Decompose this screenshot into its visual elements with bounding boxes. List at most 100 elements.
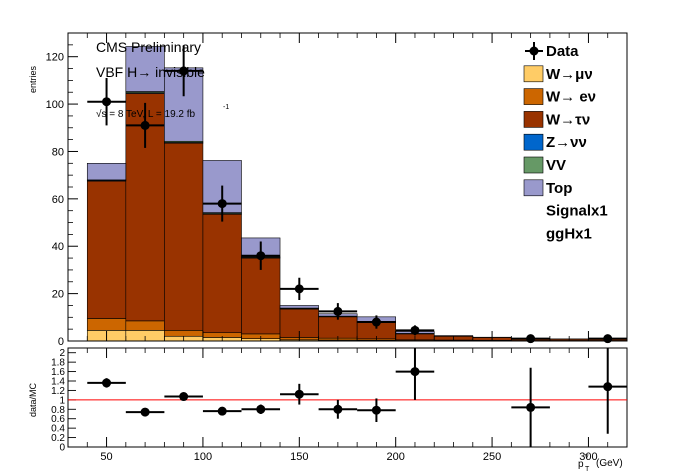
ratio-point-marker xyxy=(603,382,613,392)
legend-label: W→τν xyxy=(546,111,590,128)
ratio-point-marker xyxy=(256,404,266,414)
y-tick-label: 40 xyxy=(52,241,64,253)
ratio-y-tick-label: 1.6 xyxy=(51,367,65,378)
ratio-point xyxy=(280,383,319,405)
ratio-y-tick-label: 0.8 xyxy=(51,405,65,416)
ratio-point-marker xyxy=(140,407,150,417)
legend-entry: Z→νν xyxy=(523,133,587,151)
ratio-point xyxy=(588,348,627,434)
ratio-point xyxy=(318,399,358,419)
data-point xyxy=(280,277,319,301)
data-point-marker xyxy=(603,334,613,344)
histogram-bar xyxy=(86,180,127,319)
legend: Data W→μν W→ eν W→τν Z→νν VV Top Signalx1 ggHx1 xyxy=(523,42,608,242)
data-point xyxy=(318,303,358,320)
histogram-bar xyxy=(125,320,165,331)
main-plot: 0 20 40 60 80 100 120 xyxy=(46,32,628,348)
legend-swatch xyxy=(523,179,544,197)
ratio-point-marker xyxy=(526,402,536,412)
data-point xyxy=(125,102,165,148)
ratio-point xyxy=(241,404,281,414)
ratio-point xyxy=(357,398,396,423)
x-axis-label-sup: ν xyxy=(585,453,589,460)
ratio-point-marker xyxy=(217,406,227,416)
legend-label: VV xyxy=(546,157,566,174)
ratio-point xyxy=(202,406,242,416)
ratio-point xyxy=(164,392,203,402)
histogram-bar xyxy=(318,316,358,339)
ratio-point-marker xyxy=(102,378,112,388)
legend-label: W→μν xyxy=(546,66,593,83)
data-point-marker xyxy=(179,66,189,76)
y-tick-label: 80 xyxy=(52,146,64,158)
data-point-marker xyxy=(294,284,304,294)
legend-label: Data xyxy=(546,43,579,60)
histogram-bar xyxy=(164,330,204,337)
x-tick-label: 300 xyxy=(579,451,597,463)
legend-swatch xyxy=(523,111,544,128)
ratio-point xyxy=(125,407,165,417)
data-point-marker xyxy=(256,251,266,261)
data-point-marker xyxy=(102,97,112,107)
energy-lumi-label: √s = 8 TeV, L = 19.2 fb xyxy=(96,108,196,120)
ratio-y-tick-label: 2 xyxy=(59,348,65,359)
ratio-plot-frame xyxy=(67,347,628,448)
y-tick-label: 120 xyxy=(46,52,64,64)
data-point-marker xyxy=(371,317,381,327)
histogram-bar xyxy=(202,213,242,334)
legend-label: Top xyxy=(546,180,572,197)
ratio-point-marker xyxy=(371,405,381,415)
legend-label: ggHx1 xyxy=(546,225,592,242)
data-point xyxy=(164,45,203,97)
legend-entry: W→τν xyxy=(523,111,590,128)
x-tick-label: 250 xyxy=(483,451,501,463)
data-point xyxy=(87,78,126,126)
legend-entry: Signalx1 xyxy=(546,203,608,220)
y-tick-label: 0 xyxy=(58,336,64,348)
histogram-bar xyxy=(86,318,127,331)
legend-entry: W→ eν xyxy=(523,88,596,106)
ratio-point xyxy=(395,348,435,400)
x-tick-label: 200 xyxy=(387,451,405,463)
data-point xyxy=(511,334,550,344)
ratio-point xyxy=(87,378,126,388)
ratio-y-tick-label: 0.6 xyxy=(51,414,65,425)
ratio-y-tick-label: 1 xyxy=(59,395,65,406)
data-point-marker xyxy=(140,120,150,130)
ratio-y-tick-label: 1.2 xyxy=(51,386,65,397)
histogram-bar xyxy=(125,46,165,92)
data-point-marker xyxy=(410,325,420,335)
ratio-y-tick-label: 1.8 xyxy=(51,358,65,369)
y-tick-label: 20 xyxy=(52,289,64,301)
legend-entry: Data xyxy=(525,42,579,60)
ratio-y-axis-label: data/MC xyxy=(28,382,38,417)
legend-swatch xyxy=(523,88,544,105)
histogram-bar xyxy=(279,305,319,309)
x-axis-unit: (GeV) xyxy=(596,458,623,469)
ratio-point-marker xyxy=(410,367,420,377)
data-point xyxy=(202,185,242,222)
legend-entry: ggHx1 xyxy=(546,225,592,242)
ratio-point-marker xyxy=(294,389,304,399)
x-tick-label: 50 xyxy=(100,451,112,463)
x-axis-label-sub: T xyxy=(585,466,590,472)
data-point-marker xyxy=(217,199,227,209)
x-tick-label: 150 xyxy=(290,451,308,463)
ratio-point xyxy=(511,367,550,447)
legend-label: W→ eν xyxy=(546,89,596,106)
data-point xyxy=(241,241,281,270)
legend-swatch xyxy=(523,65,544,83)
legend-entry: VV xyxy=(523,156,566,174)
data-point-marker xyxy=(526,334,536,344)
histogram-bar xyxy=(86,163,127,181)
process-label: VBF H→ invisible xyxy=(96,64,205,80)
legend-entry: Top xyxy=(523,179,572,197)
data-point-marker xyxy=(333,306,343,316)
legend-label: Z→νν xyxy=(546,134,587,151)
y-tick-label: 60 xyxy=(52,194,64,206)
x-axis-label: p xyxy=(578,459,584,470)
legend-entry: W→μν xyxy=(523,65,593,83)
legend-swatch xyxy=(523,156,544,174)
